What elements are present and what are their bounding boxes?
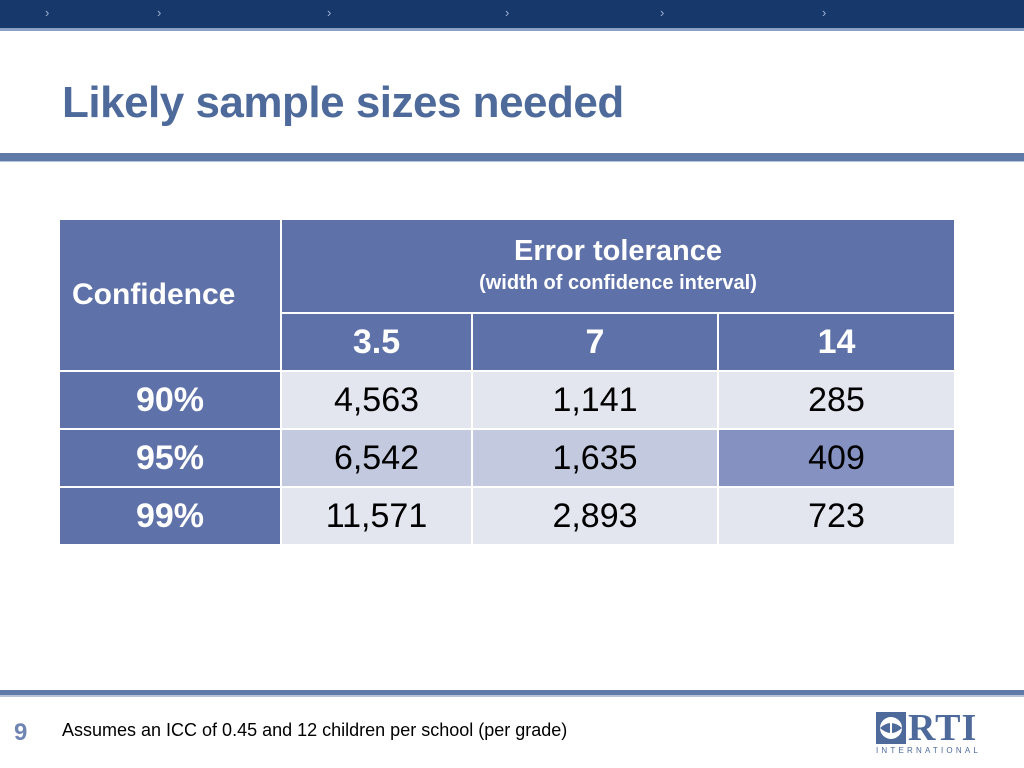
column-header: 14 (719, 314, 956, 372)
footer-divider-thin (0, 695, 1024, 697)
globe-icon (876, 712, 906, 744)
table-cell: 4,563 (282, 372, 473, 430)
top-banner: › › › › › › (0, 0, 1024, 28)
table-cell: 11,571 (282, 488, 473, 546)
table-cell: 409 (719, 430, 956, 488)
logo-subtitle: INTERNATIONAL (876, 746, 982, 755)
rti-logo: RTI INTERNATIONAL (876, 708, 982, 756)
table-cell: 285 (719, 372, 956, 430)
error-tolerance-subtitle: (width of confidence interval) (479, 272, 757, 294)
table-cell: 1,635 (473, 430, 719, 488)
row-header: 99% (60, 488, 282, 546)
chevron-right-icon: › (505, 5, 510, 20)
table-row: 90% 4,563 1,141 285 (60, 372, 956, 430)
row-header: 90% (60, 372, 282, 430)
column-header: 3.5 (282, 314, 473, 372)
title-divider (0, 153, 1024, 161)
table-cell: 1,141 (473, 372, 719, 430)
confidence-header: Confidence (60, 220, 282, 372)
page-number: 9 (14, 719, 28, 746)
top-banner-rule (0, 28, 1024, 31)
chevron-right-icon: › (327, 5, 332, 20)
error-tolerance-title: Error tolerance (514, 235, 722, 267)
footer-divider (0, 690, 1024, 695)
sample-size-table: Confidence Error tolerance (width of con… (60, 220, 956, 546)
chevron-right-icon: › (157, 5, 162, 20)
table-row: 95% 6,542 1,635 409 (60, 430, 956, 488)
row-header: 95% (60, 430, 282, 488)
chevron-right-icon: › (660, 5, 665, 20)
footnote: Assumes an ICC of 0.45 and 12 children p… (62, 720, 568, 740)
logo-wordmark: RTI (908, 707, 978, 749)
table-cell: 723 (719, 488, 956, 546)
table-cell: 6,542 (282, 430, 473, 488)
title-divider-thin (0, 161, 1024, 162)
table-row: 99% 11,571 2,893 723 (60, 488, 956, 546)
chevron-right-icon: › (45, 5, 50, 20)
table-cell: 2,893 (473, 488, 719, 546)
error-tolerance-header: Error tolerance (width of confidence int… (282, 220, 956, 314)
chevron-right-icon: › (822, 5, 827, 20)
column-header: 7 (473, 314, 719, 372)
slide-title: Likely sample sizes needed (62, 78, 624, 127)
